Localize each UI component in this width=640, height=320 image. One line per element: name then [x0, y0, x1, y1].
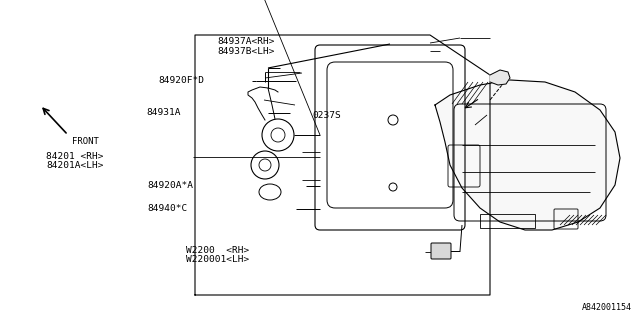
- Text: 84201 <RH>: 84201 <RH>: [46, 152, 104, 161]
- Text: 84920A*A: 84920A*A: [147, 181, 193, 190]
- Text: A842001154: A842001154: [582, 303, 632, 312]
- Text: 84937B<LH>: 84937B<LH>: [218, 47, 275, 56]
- Text: 84201A<LH>: 84201A<LH>: [46, 161, 104, 170]
- Text: 0237S: 0237S: [312, 111, 341, 120]
- Text: 84937A<RH>: 84937A<RH>: [218, 37, 275, 46]
- Text: FRONT: FRONT: [72, 138, 99, 147]
- Polygon shape: [490, 70, 510, 85]
- Text: W220001<LH>: W220001<LH>: [186, 255, 249, 264]
- Text: W2200  <RH>: W2200 <RH>: [186, 246, 249, 255]
- Text: 84931A: 84931A: [146, 108, 180, 117]
- Text: 84940*C: 84940*C: [147, 204, 188, 213]
- Polygon shape: [435, 80, 620, 230]
- Text: 84920F*D: 84920F*D: [159, 76, 205, 85]
- FancyBboxPatch shape: [431, 243, 451, 259]
